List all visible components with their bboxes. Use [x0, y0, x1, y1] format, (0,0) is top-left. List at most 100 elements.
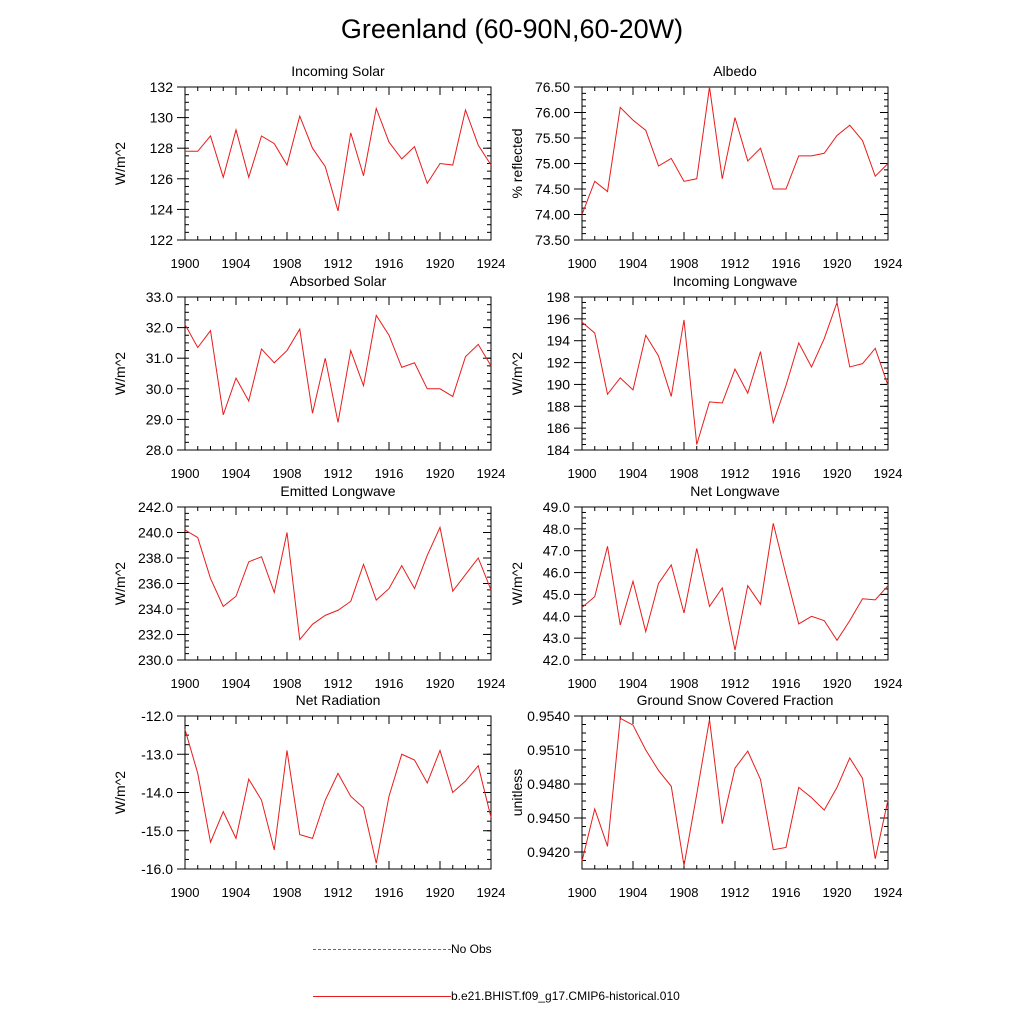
x-tick-label: 1908 [273, 676, 302, 691]
x-tick-label: 1904 [619, 676, 648, 691]
x-tick-label: 1904 [619, 466, 648, 481]
chart-panel-3: Absorbed Solar W/m^2 1900 1904 1908 1912 1916 1… [112, 273, 505, 481]
y-tick-label: 0.9510 [527, 742, 570, 758]
x-tick-label: 1916 [375, 676, 404, 691]
x-tick-label: 1904 [222, 256, 251, 271]
x-tick-label: 1924 [477, 256, 506, 271]
x-tick-label: 1900 [568, 885, 597, 900]
plot-frame [581, 296, 889, 451]
x-tick-label: 1916 [772, 676, 801, 691]
x-tick-label: 1912 [324, 676, 353, 691]
y-tick-label: 184 [547, 442, 571, 458]
x-tick-label: 1920 [426, 466, 455, 481]
x-tick-label: 1912 [721, 256, 750, 271]
x-tick-label: 1916 [375, 256, 404, 271]
y-tick-label: 128 [150, 140, 174, 156]
plot-frame [581, 506, 889, 661]
series-line-1 [184, 314, 492, 423]
x-tick-label: 1916 [772, 466, 801, 481]
y-tick-label: 74.00 [535, 207, 570, 223]
y-tick-label: 234.0 [138, 601, 173, 617]
x-tick-label: 1900 [568, 256, 597, 271]
y-tick-label: -16.0 [141, 861, 173, 877]
y-tick-label: 190 [547, 376, 571, 392]
series-line-1 [581, 523, 889, 651]
x-tick-label: 1912 [324, 466, 353, 481]
y-tick-label: 44.0 [543, 608, 570, 624]
x-tick-label: 1920 [823, 676, 852, 691]
figure-title: Greenland (60-90N,60-20W) [340, 14, 684, 44]
y-tick-label: 198 [547, 289, 571, 305]
y-tick-label: 238.0 [138, 550, 173, 566]
chart-panel-2: Albedo % reflected 1900 1904 1908 1912 1916 192… [509, 63, 902, 271]
x-tick-label: 1924 [477, 676, 506, 691]
x-tick-label: 1912 [721, 676, 750, 691]
x-tick-label: 1912 [324, 885, 353, 900]
y-tick-label: 46.0 [543, 565, 570, 581]
series-line-1 [185, 106, 492, 212]
x-tick-label: 1916 [772, 256, 801, 271]
chart-title: Incoming Solar [291, 63, 385, 79]
y-tick-label: 232.0 [138, 627, 173, 643]
series-line-1 [184, 525, 492, 641]
y-tick-label: 30.0 [146, 381, 173, 397]
chart-title: Incoming Longwave [673, 273, 798, 289]
x-tick-label: 1920 [823, 256, 852, 271]
y-tick-label: -13.0 [141, 746, 173, 762]
x-tick-label: 1904 [619, 885, 648, 900]
y-axis-label: W/m^2 [112, 142, 128, 185]
x-tick-label: 1924 [874, 256, 903, 271]
x-tick-label: 1908 [670, 885, 699, 900]
x-tick-label: 1920 [426, 676, 455, 691]
x-tick-label: 1912 [721, 885, 750, 900]
y-tick-label: 33.0 [146, 289, 173, 305]
x-tick-label: 1908 [670, 256, 699, 271]
y-tick-label: 29.0 [146, 411, 173, 427]
x-tick-label: 1920 [823, 466, 852, 481]
series-line-1 [581, 86, 889, 215]
chart-panel-6: Net Longwave W/m^2 1900 1904 1908 1912 1916 192… [509, 483, 902, 691]
y-tick-label: 48.0 [543, 521, 570, 537]
chart-panel-4: Incoming Longwave W/m^2 1900 1904 1908 1912 19… [509, 273, 902, 481]
x-tick-label: 1900 [171, 466, 200, 481]
x-tick-label: 1904 [222, 466, 251, 481]
plot-frame [581, 715, 889, 870]
y-tick-label: 28.0 [146, 442, 173, 458]
chart-title: Emitted Longwave [280, 483, 395, 499]
y-tick-label: 75.00 [535, 156, 570, 172]
x-tick-label: 1924 [477, 466, 506, 481]
y-tick-label: 236.0 [138, 576, 173, 592]
x-tick-label: 1924 [874, 885, 903, 900]
y-tick-label: 32.0 [146, 320, 173, 336]
x-tick-label: 1916 [375, 885, 404, 900]
y-tick-label: -14.0 [141, 785, 173, 801]
x-tick-label: 1924 [477, 885, 506, 900]
chart-title: Net Longwave [690, 483, 780, 499]
y-tick-label: 75.50 [535, 130, 570, 146]
y-tick-label: 47.0 [543, 543, 570, 559]
x-tick-label: 1908 [273, 256, 302, 271]
x-tick-label: 1908 [670, 466, 699, 481]
x-tick-label: 1912 [721, 466, 750, 481]
x-tick-label: 1904 [222, 885, 251, 900]
chart-title: Absorbed Solar [290, 273, 387, 289]
y-tick-label: 194 [547, 333, 571, 349]
y-tick-label: -12.0 [141, 708, 173, 724]
plot-frame [184, 506, 492, 661]
y-tick-label: 192 [547, 355, 571, 371]
y-tick-label: 230.0 [138, 652, 173, 668]
chart-title: Ground Snow Covered Fraction [637, 692, 834, 708]
y-tick-label: -15.0 [141, 823, 173, 839]
y-tick-label: 132 [150, 79, 174, 95]
series-line-1 [581, 717, 889, 866]
y-tick-label: 76.00 [535, 105, 570, 121]
y-tick-label: 0.9420 [527, 844, 570, 860]
x-tick-label: 1908 [273, 885, 302, 900]
y-axis-label: W/m^2 [509, 352, 525, 395]
y-tick-label: 73.50 [535, 232, 570, 248]
x-tick-label: 1904 [222, 676, 251, 691]
y-axis-label: unitless [509, 769, 525, 816]
plot-frame [184, 715, 492, 870]
y-tick-label: 188 [547, 398, 571, 414]
plot-frame [184, 86, 492, 241]
